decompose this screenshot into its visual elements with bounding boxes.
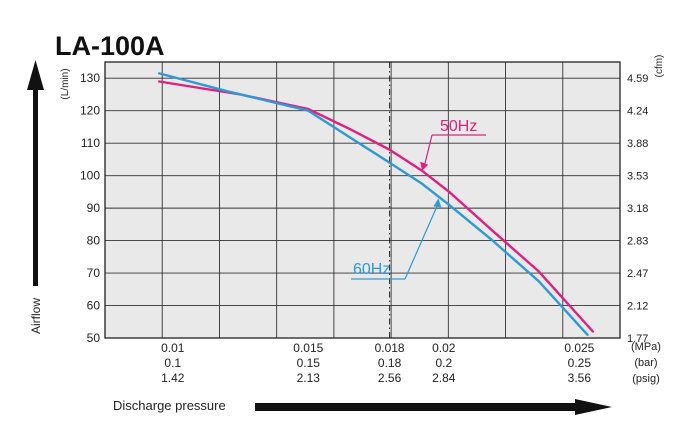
- y-right-tick-label: 3.88: [627, 138, 648, 150]
- annotation-60hz-arrowhead: [433, 198, 442, 208]
- y-tick-label: 60: [87, 299, 101, 313]
- x-tick-label-psig: 2.84: [432, 371, 456, 385]
- x-tick-label-psig: 2.13: [297, 371, 321, 385]
- x-tick-label-psig: 3.56: [568, 371, 592, 385]
- y-right-tick-label: 2.47: [627, 268, 648, 280]
- series-line-60hz: [157, 72, 589, 336]
- plot-background: [105, 62, 620, 338]
- plot-frame: [104, 61, 621, 339]
- y-tick-label: 130: [80, 71, 100, 85]
- airflow-arrow-shaft: [33, 86, 38, 286]
- x-tick-label-mpa: 0.02: [432, 341, 456, 355]
- y-right-tick-label: 3.18: [627, 203, 648, 215]
- annotation-50hz-leader: [423, 134, 433, 167]
- x-tick-label-mpa: 0.025: [564, 341, 594, 355]
- annotation-60hz: 60Hz: [353, 261, 390, 278]
- x-tick-label-mpa: 0.015: [293, 341, 323, 355]
- y-right-tick-label: 3.53: [627, 171, 648, 183]
- x-tick-label-mpa: 0.01: [161, 341, 185, 355]
- x-tick-label-bar: 0.1: [164, 356, 181, 370]
- y-tick-label: 90: [87, 201, 101, 215]
- y-right-tick-label: 2.12: [627, 301, 648, 313]
- y-axis-unit-label: (L/min): [60, 68, 71, 99]
- annotation-50hz: 50Hz: [440, 118, 477, 135]
- x-tick-label-bar: 0.18: [378, 356, 402, 370]
- x-unit-label: (psig): [632, 373, 660, 385]
- y-right-tick-label: 2.83: [627, 236, 648, 248]
- x-tick-label-bar: 0.2: [435, 356, 452, 370]
- airflow-arrow-head: [27, 60, 44, 90]
- y-right-unit-label: (cfm): [654, 55, 665, 78]
- y-tick-label: 70: [87, 266, 101, 280]
- x-tick-label-bar: 0.15: [297, 356, 321, 370]
- x-tick-label-psig: 2.56: [378, 371, 402, 385]
- y-tick-label: 110: [81, 136, 100, 150]
- y-tick-label: 120: [80, 104, 100, 118]
- discharge-pressure-label: Discharge pressure: [113, 398, 226, 413]
- y-right-tick-label: 1.77: [627, 333, 648, 345]
- x-unit-label: (bar): [634, 357, 657, 369]
- annotation-50hz-arrowhead: [420, 161, 429, 171]
- y-tick-label: 80: [87, 234, 101, 248]
- y-tick-label: 100: [80, 169, 100, 183]
- x-tick-label-mpa: 0.018: [375, 341, 405, 355]
- discharge-arrow: [255, 399, 612, 415]
- x-unit-label: (MPa): [631, 341, 661, 353]
- chart-title: LA-100A: [55, 31, 165, 61]
- y-right-tick-label: 4.59: [627, 73, 648, 85]
- y-tick-label: 50: [87, 331, 101, 345]
- y-right-tick-label: 4.24: [627, 106, 648, 118]
- x-tick-label-psig: 1.42: [161, 371, 185, 385]
- x-tick-label-bar: 0.25: [568, 356, 592, 370]
- annotation-60hz-leader: [404, 205, 438, 280]
- airflow-label: Airflow: [29, 298, 43, 334]
